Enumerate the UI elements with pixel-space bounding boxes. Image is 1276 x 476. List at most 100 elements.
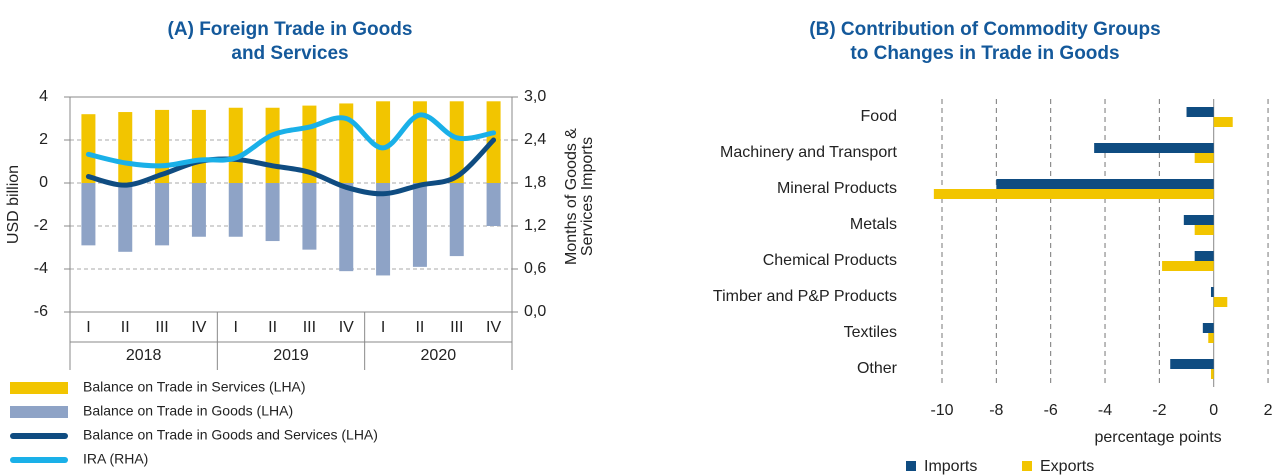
bar [265,107,280,183]
chart-title: (A) Foreign Trade in Goods [168,19,413,40]
legend-label: Imports [924,458,977,475]
bar [376,183,391,276]
bar [339,183,354,272]
bar [265,183,280,242]
y2-tick-label: 2,4 [524,131,546,148]
bar [118,112,133,183]
legend-swatch [906,461,916,471]
bar [412,183,427,267]
x-tick-label: II [268,319,277,336]
x-tick-label: IV [191,319,206,336]
x-tick-label: -2 [1152,402,1166,419]
y2-axis-label: Services Imports [579,137,596,256]
chart-title: (B) Contribution of Commodity Groups [809,19,1160,40]
x-tick-label: 2 [1264,402,1273,419]
bar [155,183,170,246]
y2-axis-label: Months of Goods & [563,128,580,265]
y2-tick-label: 0,6 [524,260,546,277]
x-tick-label: -6 [1044,402,1058,419]
y2-tick-label: 3,0 [524,88,546,105]
chart-title: to Changes in Trade in Goods [850,43,1119,64]
x-tick-label: I [381,319,385,336]
plot-frame [69,96,513,313]
y2-tick-label: 0,0 [524,303,546,320]
bar [228,107,243,183]
line [85,112,497,169]
bar [1202,323,1214,333]
legend-label: Exports [1040,458,1094,475]
legend-label: IRA (RHA) [83,451,148,467]
bar [1186,107,1214,117]
x-axis-label: percentage points [1094,429,1221,446]
bar [81,183,96,246]
y-tick-label: -2 [34,217,48,234]
bar [1194,225,1214,235]
bar [449,101,464,183]
category-label: Metals [850,216,897,233]
bar [376,101,391,183]
bar [1094,143,1214,153]
bar [81,114,96,183]
bar [1210,287,1214,297]
bar [449,183,464,257]
category-label: Food [861,108,897,125]
y-tick-label: 4 [39,88,48,105]
bar [996,179,1214,189]
year-label: 2018 [126,347,162,364]
year-label: 2019 [273,347,309,364]
bar [1170,359,1214,369]
x-tick-label: III [303,319,316,336]
y-tick-label: 0 [39,174,48,191]
x-tick-label: -8 [989,402,1003,419]
category-label: Machinery and Transport [720,144,898,161]
legend-label: Balance on Trade in Goods (LHA) [83,403,293,419]
bar [339,103,354,183]
line [85,137,497,197]
bar [412,101,427,183]
bar [191,109,206,183]
y-tick-label: -4 [34,260,48,277]
y2-tick-label: 1,2 [524,217,546,234]
category-label: Textiles [844,324,897,341]
category-label: Chemical Products [763,252,897,269]
x-tick-label: -4 [1098,402,1112,419]
year-label: 2020 [421,347,457,364]
bar [486,183,501,226]
legend-label: Balance on Trade in Goods and Services (… [83,427,378,443]
x-tick-label: I [234,319,238,336]
bar [1162,261,1214,271]
legend-swatch [10,406,68,418]
bar [1194,251,1214,261]
y-axis-label: USD billion [5,165,22,244]
bar [933,189,1214,199]
y2-tick-label: 1,8 [524,174,546,191]
bar [228,183,243,237]
x-tick-label: IV [486,319,501,336]
x-tick-label: -10 [930,402,953,419]
x-tick-label: IV [339,319,354,336]
x-tick-label: III [155,319,168,336]
bar [118,183,133,252]
category-label: Other [857,360,898,377]
bar [1194,153,1214,163]
legend-label: Balance on Trade in Services (LHA) [83,379,306,395]
bar [1208,333,1214,343]
y-tick-label: 2 [39,131,48,148]
category-label: Mineral Products [777,180,897,197]
x-tick-label: II [415,319,424,336]
x-tick-label: 0 [1209,402,1218,419]
x-tick-label: II [121,319,130,336]
bar [1213,117,1233,127]
bar [302,183,317,250]
bar [1213,297,1228,307]
x-tick-label: III [450,319,463,336]
category-label: Timber and P&P Products [713,288,897,305]
legend-swatch [10,382,68,394]
bar [1210,369,1214,379]
bar [191,183,206,237]
y-tick-label: -6 [34,303,48,320]
legend-swatch [1022,461,1032,471]
x-tick-label: I [86,319,90,336]
chart-title: and Services [231,43,348,64]
